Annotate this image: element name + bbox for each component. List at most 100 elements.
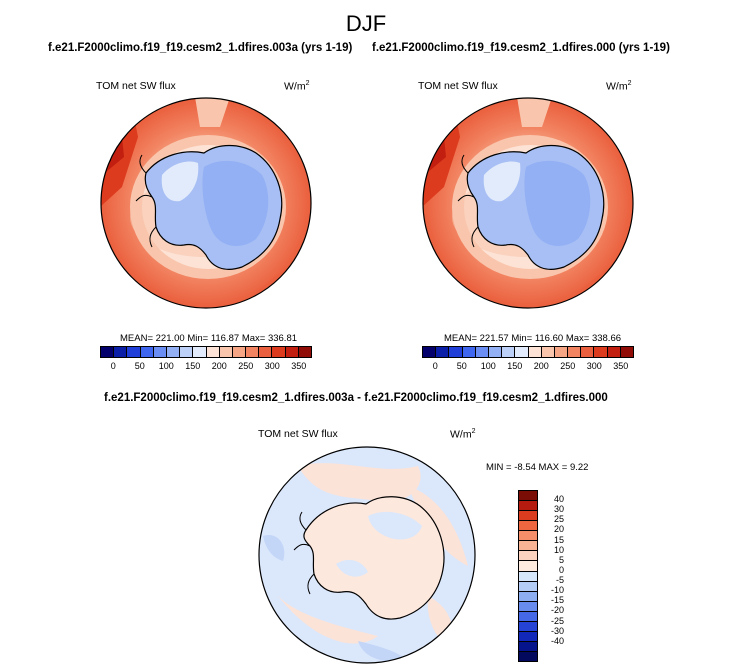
panel-2-colorbar-swatch <box>620 347 633 357</box>
diff-colorbar-swatch <box>519 521 537 532</box>
diff-colorbar-swatch <box>519 631 537 642</box>
diff-colorbar-swatch <box>519 501 537 512</box>
panel-1-colorbar-swatch <box>193 347 207 357</box>
colorbar-tick-label: 150 <box>185 361 201 371</box>
panel-1-colorbar-swatch <box>153 347 167 357</box>
diff-colorbar-swatch <box>519 541 537 552</box>
panel-2-colorbar-swatch <box>541 347 555 357</box>
panel-1-colorbar-swatch <box>127 347 141 357</box>
panel-2-colorbar <box>422 346 634 358</box>
diff-colorbar-tick-label: -40 <box>550 635 564 646</box>
colorbar-tick-label: 100 <box>480 361 496 371</box>
diff-units-label: W/m2 <box>450 428 476 441</box>
diff-variable-label: TOM net SW flux <box>258 428 338 440</box>
diff-colorbar-tick-label: 30 <box>553 504 564 515</box>
diff-colorbar-ticks: 40 30 25 20 15 10 5 0 -5 -10 -15 -20 -25 -30 -40 <box>542 490 572 662</box>
panel-1-colorbar-ticks: 0 50 100 150 200 250 300 350 <box>100 361 312 373</box>
panel-1-colorbar-swatch <box>114 347 128 357</box>
panel-2-colorbar-swatch <box>488 347 503 357</box>
panel-2-colorbar-swatch <box>607 347 621 357</box>
diff-colorbar-swatch <box>519 601 537 612</box>
figure-title: DJF <box>345 11 387 36</box>
panel-1-colorbar-swatch <box>101 347 115 357</box>
panel-2-colorbar-swatch <box>568 347 582 357</box>
diff-header: f.e21.F2000climo.f19_f19.cesm2_1.dfires.… <box>104 392 608 404</box>
diff-colorbar-tick-label: 25 <box>553 514 564 525</box>
colorbar-tick-label: 300 <box>586 361 602 371</box>
diff-colorbar-tick-label: 20 <box>553 524 564 535</box>
panel-1-colorbar-swatch <box>232 347 247 357</box>
panel-2-colorbar-swatch <box>436 347 450 357</box>
colorbar-tick-label: 250 <box>560 361 576 371</box>
diff-colorbar-swatch <box>519 641 537 652</box>
panel-1-colorbar-swatch <box>180 347 194 357</box>
panel-2-polar-map <box>422 97 634 309</box>
panel-1-colorbar-swatch <box>246 347 260 357</box>
diff-colorbar-tick-label: -15 <box>550 595 564 606</box>
colorbar-tick-label: 0 <box>432 361 438 371</box>
colorbar-tick-label: 0 <box>110 361 116 371</box>
diff-colorbar-tick-label: -5 <box>555 575 564 586</box>
diff-colorbar-tick-label: 5 <box>558 554 564 565</box>
panel-2-colorbar-swatch <box>594 347 608 357</box>
panel-1-colorbar-swatch <box>272 347 286 357</box>
colorbar-tick-label: 250 <box>238 361 254 371</box>
panel-2-colorbar-swatch <box>449 347 463 357</box>
diff-colorbar-tick-label: 10 <box>553 544 564 555</box>
colorbar-tick-label: 150 <box>507 361 523 371</box>
panel-2-colorbar-swatch <box>554 347 569 357</box>
diff-colorbar-swatch <box>519 621 537 632</box>
panel-2-colorbar-ticks: 0 50 100 150 200 250 300 350 <box>422 361 634 373</box>
panel-1-colorbar-swatch <box>166 347 181 357</box>
colorbar-tick-label: 350 <box>291 361 307 371</box>
panel-2-colorbar-swatch <box>475 347 489 357</box>
panel-1-units-label: W/m2 <box>284 80 310 93</box>
diff-colorbar-tick-label: 15 <box>553 534 564 545</box>
panel-2-variable-label: TOM net SW flux <box>418 80 498 92</box>
diff-colorbar-swatch <box>519 491 537 502</box>
diff-colorbar-swatch <box>519 581 537 592</box>
panel-1-header: f.e21.F2000climo.f19_f19.cesm2_1.dfires.… <box>48 42 353 54</box>
colorbar-tick-label: 50 <box>134 361 145 371</box>
diff-polar-map <box>258 446 476 664</box>
colorbar-tick-label: 100 <box>158 361 174 371</box>
diff-colorbar-tick-label: -30 <box>550 625 564 636</box>
diff-colorbar-tick-label: -10 <box>550 585 564 596</box>
panel-2-colorbar-swatch <box>462 347 476 357</box>
diff-colorbar <box>518 490 538 662</box>
panel-2-header: f.e21.F2000climo.f19_f19.cesm2_1.dfires.… <box>372 42 670 54</box>
panel-1-colorbar-swatch <box>140 347 154 357</box>
diff-colorbar-swatch <box>519 551 537 562</box>
panel-1-colorbar-swatch <box>206 347 220 357</box>
diff-colorbar-swatch <box>519 652 537 662</box>
panel-2-colorbar-swatch <box>528 347 542 357</box>
colorbar-tick-label: 200 <box>533 361 549 371</box>
panel-1-polar-map <box>100 97 312 309</box>
panel-1-stats: MEAN= 221.00 Min= 116.87 Max= 336.81 <box>120 333 298 344</box>
panel-2-colorbar-swatch <box>515 347 529 357</box>
diff-stats: MIN = -8.54 MAX = 9.22 <box>486 462 589 473</box>
panel-2-stats: MEAN= 221.57 Min= 116.60 Max= 338.66 <box>444 333 622 344</box>
panel-1-variable-label: TOM net SW flux <box>96 80 176 92</box>
diff-colorbar-swatch <box>519 571 537 582</box>
colorbar-tick-label: 300 <box>264 361 280 371</box>
diff-colorbar-swatch <box>519 531 537 542</box>
panel-2-colorbar-swatch <box>423 347 437 357</box>
panel-1-colorbar-swatch <box>259 347 273 357</box>
diff-colorbar-tick-label: -25 <box>550 615 564 626</box>
diff-colorbar-tick-label: 0 <box>558 564 564 575</box>
diff-colorbar-swatch <box>519 611 537 622</box>
panel-1-colorbar-swatch <box>285 347 299 357</box>
panel-1-colorbar <box>100 346 312 358</box>
panel-2-colorbar-swatch <box>581 347 595 357</box>
colorbar-tick-label: 50 <box>456 361 467 371</box>
panel-1-colorbar-swatch <box>298 347 311 357</box>
panel-2-units-label: W/m2 <box>606 80 632 93</box>
diff-colorbar-swatch <box>519 591 537 602</box>
diff-colorbar-tick-label: 40 <box>553 494 564 505</box>
panel-2-colorbar-swatch <box>502 347 516 357</box>
colorbar-tick-label: 200 <box>211 361 227 371</box>
colorbar-tick-label: 350 <box>613 361 629 371</box>
diff-colorbar-tick-label: -20 <box>550 605 564 616</box>
diff-colorbar-swatch <box>519 561 537 572</box>
